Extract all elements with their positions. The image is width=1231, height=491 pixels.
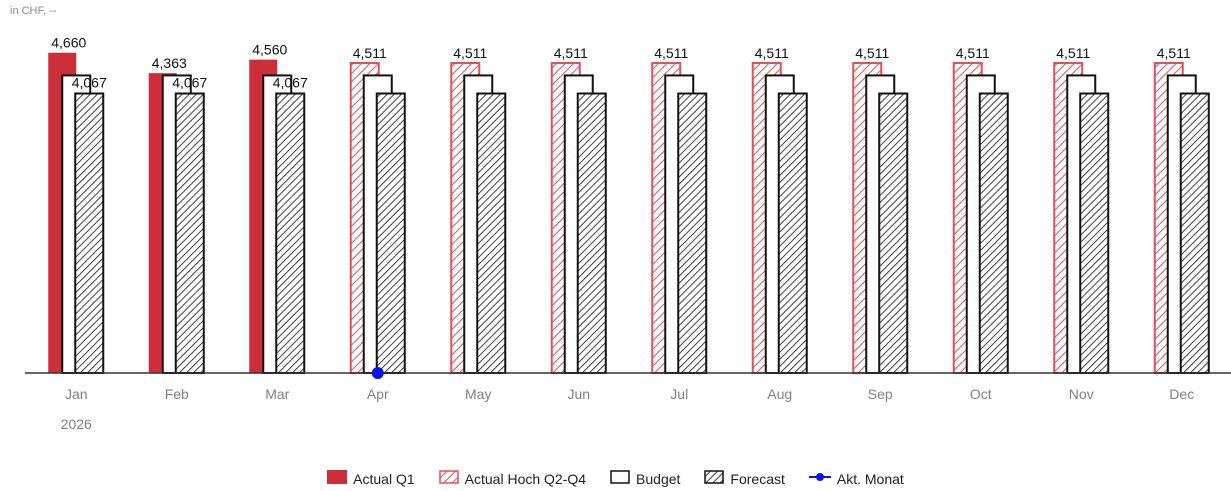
legend-label: Budget xyxy=(636,470,681,487)
data-label-nov: 4,511 xyxy=(1056,45,1090,61)
legend-swatch-marker xyxy=(808,470,831,487)
x-tick-aug: Aug xyxy=(767,386,792,402)
akt-monat-marker xyxy=(371,367,384,379)
data-label-oct: 4,511 xyxy=(956,45,990,61)
legend-item-budget[interactable]: Budget xyxy=(610,470,680,487)
legend-label: Actual Hoch Q2-Q4 xyxy=(464,470,587,487)
legend-label: Akt. Monat xyxy=(836,470,904,487)
bar-forecast-sep xyxy=(878,92,909,374)
labels-layer: 4,660 4,067 Jan 2026 4,363 4,067 Feb 4,560 4,067… xyxy=(51,35,1194,432)
bar-forecast-jun xyxy=(576,92,607,374)
bar-forecast-jul xyxy=(677,92,708,374)
legend: Actual Q1 Actual Hoch Q2-Q4 Budget Forecast… xyxy=(0,470,1231,487)
bar-forecast-aug xyxy=(777,92,808,374)
legend-swatch-budget xyxy=(610,470,630,487)
data-label-dec: 4,511 xyxy=(1157,45,1191,61)
legend-label: Actual Q1 xyxy=(353,470,415,487)
bar-forecast-dec xyxy=(1179,92,1210,374)
bar-forecast-oct xyxy=(978,92,1009,374)
data-label-jun: 4,511 xyxy=(554,45,588,61)
data-label-forecast-feb: 4,067 xyxy=(172,75,207,91)
bar-forecast-jan xyxy=(74,92,105,374)
data-label-jan: 4,660 xyxy=(51,35,86,51)
legend-swatch-forecast xyxy=(704,470,725,487)
x-tick-jun: Jun xyxy=(567,386,590,402)
bars-layer xyxy=(48,52,1210,375)
data-label-mar: 4,560 xyxy=(252,42,287,58)
data-label-forecast-jan: 4,067 xyxy=(72,75,107,91)
legend-swatch-actual-q1 xyxy=(327,470,348,487)
data-label-aug: 4,511 xyxy=(755,45,789,61)
bar-forecast-feb xyxy=(174,92,205,374)
x-tick-jan: Jan xyxy=(65,386,88,402)
legend-swatch-actual-hoch xyxy=(438,470,459,487)
legend-label: Forecast xyxy=(730,470,785,487)
x-tick-dec: Dec xyxy=(1169,386,1194,402)
x-tick-oct: Oct xyxy=(970,386,992,402)
bar-forecast-apr xyxy=(375,92,406,374)
bar-forecast-may xyxy=(476,92,507,374)
x-year-label: 2026 xyxy=(61,416,92,432)
x-tick-sep: Sep xyxy=(868,386,893,402)
x-tick-apr: Apr xyxy=(367,386,389,402)
x-tick-nov: Nov xyxy=(1069,386,1094,402)
legend-item-marker[interactable]: Akt. Monat xyxy=(808,470,904,487)
data-label-feb: 4,363 xyxy=(152,55,187,71)
legend-item-forecast[interactable]: Forecast xyxy=(704,470,785,487)
bar-forecast-nov xyxy=(1079,92,1110,374)
x-tick-may: May xyxy=(465,386,491,402)
data-label-jul: 4,511 xyxy=(654,45,688,61)
x-tick-mar: Mar xyxy=(265,386,289,402)
data-label-forecast-mar: 4,067 xyxy=(273,75,308,91)
bar-chart: 4,660 4,067 Jan 2026 4,363 4,067 Feb 4,560 4,067… xyxy=(25,35,1231,432)
legend-item-actual-q1[interactable]: Actual Q1 xyxy=(327,470,415,487)
x-tick-feb: Feb xyxy=(165,386,189,402)
data-label-sep: 4,511 xyxy=(855,45,889,61)
x-tick-jul: Jul xyxy=(670,386,688,402)
legend-item-actual-hoch[interactable]: Actual Hoch Q2-Q4 xyxy=(438,470,587,487)
data-label-apr: 4,511 xyxy=(353,45,387,61)
bar-forecast-mar xyxy=(275,92,306,374)
data-label-may: 4,511 xyxy=(453,45,487,61)
unit-label: in CHF, -- xyxy=(10,5,57,17)
